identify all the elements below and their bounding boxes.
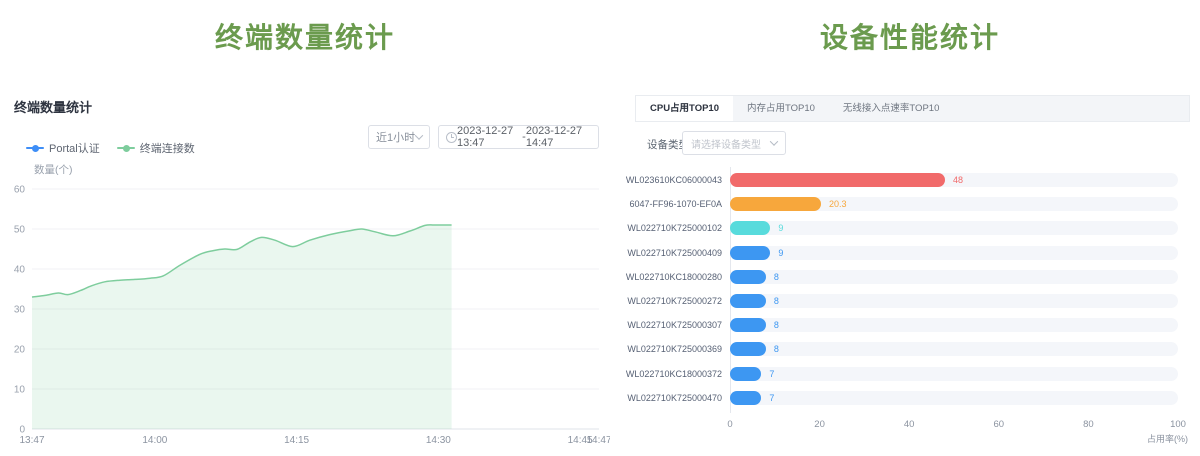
legend-marker-icon xyxy=(117,147,135,149)
bar-category-label: WL022710K725000307 xyxy=(620,319,722,331)
svg-text:50: 50 xyxy=(14,225,26,236)
bar-category-label: WL022710K725000102 xyxy=(620,222,722,234)
bar-track xyxy=(730,367,1178,381)
bar-value-label: 8 xyxy=(774,295,779,307)
bar xyxy=(730,221,770,235)
bar-category-label: WL022710K725000470 xyxy=(620,392,722,404)
bar-value-label: 9 xyxy=(778,222,783,234)
svg-text:14:30: 14:30 xyxy=(426,435,451,446)
legend-label: Portal认证 xyxy=(49,140,100,156)
legend-label: 终端连接数 xyxy=(140,140,195,156)
bar-category-label: WL023610KC06000043 xyxy=(620,174,722,186)
bar-category-label: WL022710K725000409 xyxy=(620,247,722,259)
bar-category-label: WL022710KC18000372 xyxy=(620,368,722,380)
chevron-down-icon xyxy=(415,131,423,139)
svg-text:14:15: 14:15 xyxy=(284,435,309,446)
bar-value-label: 48 xyxy=(953,174,963,186)
time-range-value: 近1小时 xyxy=(376,129,415,145)
bar-value-label: 8 xyxy=(774,319,779,331)
date-range-picker[interactable]: 2023-12-27 13:47 - 2023-12-27 14:47 xyxy=(438,125,599,149)
bar-track xyxy=(730,221,1178,235)
svg-text:60: 60 xyxy=(14,185,26,196)
bar-category-label: 6047-FF96-1070-EF0A xyxy=(620,198,722,210)
date-range-end: 2023-12-27 14:47 xyxy=(526,125,591,149)
time-range-select[interactable]: 近1小时 xyxy=(368,125,430,149)
svg-text:10: 10 xyxy=(14,385,26,396)
bar-value-label: 7 xyxy=(769,392,774,404)
bar xyxy=(730,173,945,187)
bar-category-label: WL022710K725000272 xyxy=(620,295,722,307)
bar xyxy=(730,342,766,356)
bar-track xyxy=(730,391,1178,405)
bar-track xyxy=(730,294,1178,308)
bar-track xyxy=(730,318,1178,332)
bar-value-label: 20.3 xyxy=(829,198,847,210)
bar-chart-x-tick: 0 xyxy=(727,419,732,430)
bar xyxy=(730,294,766,308)
bar-chart-x-tick: 40 xyxy=(904,419,915,430)
device-performance-panel: 设备性能统计 CPU占用TOP10内存占用TOP10无线接入点速率TOP10 设… xyxy=(620,0,1200,456)
svg-text:0: 0 xyxy=(19,425,25,436)
svg-text:14:00: 14:00 xyxy=(142,435,167,446)
bar xyxy=(730,270,766,284)
bar-chart-x-axis-label: 占用率(%) xyxy=(1088,432,1188,445)
legend-item-0[interactable]: Portal认证 xyxy=(26,140,100,156)
bar-chart-x-tick: 60 xyxy=(994,419,1005,430)
bar-category-label: WL022710KC18000280 xyxy=(620,271,722,283)
cpu-usage-bar-chart: WL023610KC06000043 48 6047-FF96-1070-EF0A 2… xyxy=(620,0,1200,456)
legend-marker-icon xyxy=(26,147,44,149)
bar-value-label: 9 xyxy=(778,247,783,259)
bar xyxy=(730,391,761,405)
svg-text:数量(个): 数量(个) xyxy=(34,163,73,176)
bar xyxy=(730,318,766,332)
bar-value-label: 7 xyxy=(769,368,774,380)
svg-text:14:47: 14:47 xyxy=(586,435,610,446)
bar-value-label: 8 xyxy=(774,271,779,283)
bar-value-label: 8 xyxy=(774,343,779,355)
legend-item-1[interactable]: 终端连接数 xyxy=(117,140,195,156)
bar xyxy=(730,197,821,211)
bar-chart-x-tick: 20 xyxy=(814,419,825,430)
terminal-count-area-chart: 0 10 20 30 40 50 60 数量(个) 13:47 14:00 14:15 14:30 14… xyxy=(0,160,610,456)
terminal-chart-subtitle: 终端数量统计 xyxy=(14,97,92,116)
clock-icon xyxy=(446,132,457,143)
date-range-start: 2023-12-27 13:47 xyxy=(457,125,522,149)
bar-track xyxy=(730,270,1178,284)
terminal-panel-title: 终端数量统计 xyxy=(0,16,610,56)
svg-text:13:47: 13:47 xyxy=(19,435,44,446)
chart-legend: Portal认证 终端连接数 xyxy=(26,140,195,156)
bar xyxy=(730,246,770,260)
svg-text:30: 30 xyxy=(14,305,26,316)
bar-track xyxy=(730,197,1178,211)
svg-text:20: 20 xyxy=(14,345,26,356)
terminal-count-panel: 终端数量统计 终端数量统计 近1小时 2023-12-27 13:47 - 20… xyxy=(0,0,610,456)
svg-text:40: 40 xyxy=(14,265,26,276)
bar-chart-x-tick: 100 xyxy=(1170,419,1186,430)
area-fill-series-1 xyxy=(32,225,452,429)
bar xyxy=(730,367,761,381)
bar-category-label: WL022710K725000369 xyxy=(620,343,722,355)
bar-track xyxy=(730,342,1178,356)
bar-track xyxy=(730,246,1178,260)
bar-chart-x-tick: 80 xyxy=(1083,419,1094,430)
